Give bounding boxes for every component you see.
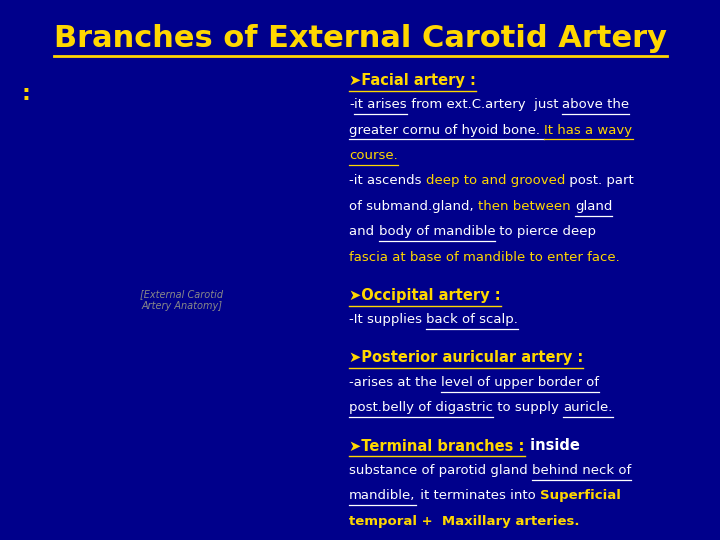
- Text: fascia at base of mandible to enter face.: fascia at base of mandible to enter face…: [349, 251, 620, 264]
- Text: to pierce deep: to pierce deep: [495, 225, 596, 238]
- Text: ➤Facial artery :: ➤Facial artery :: [349, 73, 476, 88]
- Text: of submand.gland,: of submand.gland,: [349, 200, 478, 213]
- Text: gland: gland: [575, 200, 612, 213]
- Text: -: -: [349, 98, 354, 111]
- Text: it arises: it arises: [354, 98, 407, 111]
- Text: -It supplies: -It supplies: [349, 313, 426, 326]
- Text: -it ascends: -it ascends: [349, 174, 426, 187]
- Text: body of mandible: body of mandible: [379, 225, 495, 238]
- Text: It has a wavy: It has a wavy: [544, 124, 633, 137]
- Text: and: and: [349, 225, 379, 238]
- Text: from ext.C.artery  just: from ext.C.artery just: [407, 98, 562, 111]
- Text: post.belly of digastric: post.belly of digastric: [349, 401, 493, 414]
- Text: deep to and grooved: deep to and grooved: [426, 174, 565, 187]
- Text: above the: above the: [562, 98, 629, 111]
- Text: behind neck of: behind neck of: [532, 464, 631, 477]
- Text: substance of parotid gland: substance of parotid gland: [349, 464, 532, 477]
- Text: ➤Occipital artery :: ➤Occipital artery :: [349, 288, 501, 303]
- Text: ➤Posterior auricular artery :: ➤Posterior auricular artery :: [349, 350, 583, 366]
- Text: post. part: post. part: [565, 174, 634, 187]
- Text: temporal +  Maxillary arteries.: temporal + Maxillary arteries.: [349, 515, 580, 528]
- Text: Superficial: Superficial: [539, 489, 621, 502]
- Text: auricle.: auricle.: [563, 401, 613, 414]
- Text: greater cornu of hyoid bone.: greater cornu of hyoid bone.: [349, 124, 544, 137]
- Text: :: :: [22, 84, 30, 104]
- Text: ➤Terminal branches :: ➤Terminal branches :: [349, 438, 525, 454]
- Text: to supply: to supply: [493, 401, 563, 414]
- Text: [External Carotid
Artery Anatomy]: [External Carotid Artery Anatomy]: [140, 289, 223, 310]
- Text: it terminates into: it terminates into: [415, 489, 539, 502]
- Text: inside: inside: [525, 438, 580, 454]
- Text: course.: course.: [349, 149, 398, 162]
- Text: Branches of External Carotid Artery: Branches of External Carotid Artery: [53, 24, 667, 53]
- Text: then between: then between: [478, 200, 571, 213]
- Text: mandible,: mandible,: [349, 489, 415, 502]
- Text: -arises at the: -arises at the: [349, 376, 441, 389]
- Text: back of scalp.: back of scalp.: [426, 313, 518, 326]
- Text: level of upper border of: level of upper border of: [441, 376, 600, 389]
